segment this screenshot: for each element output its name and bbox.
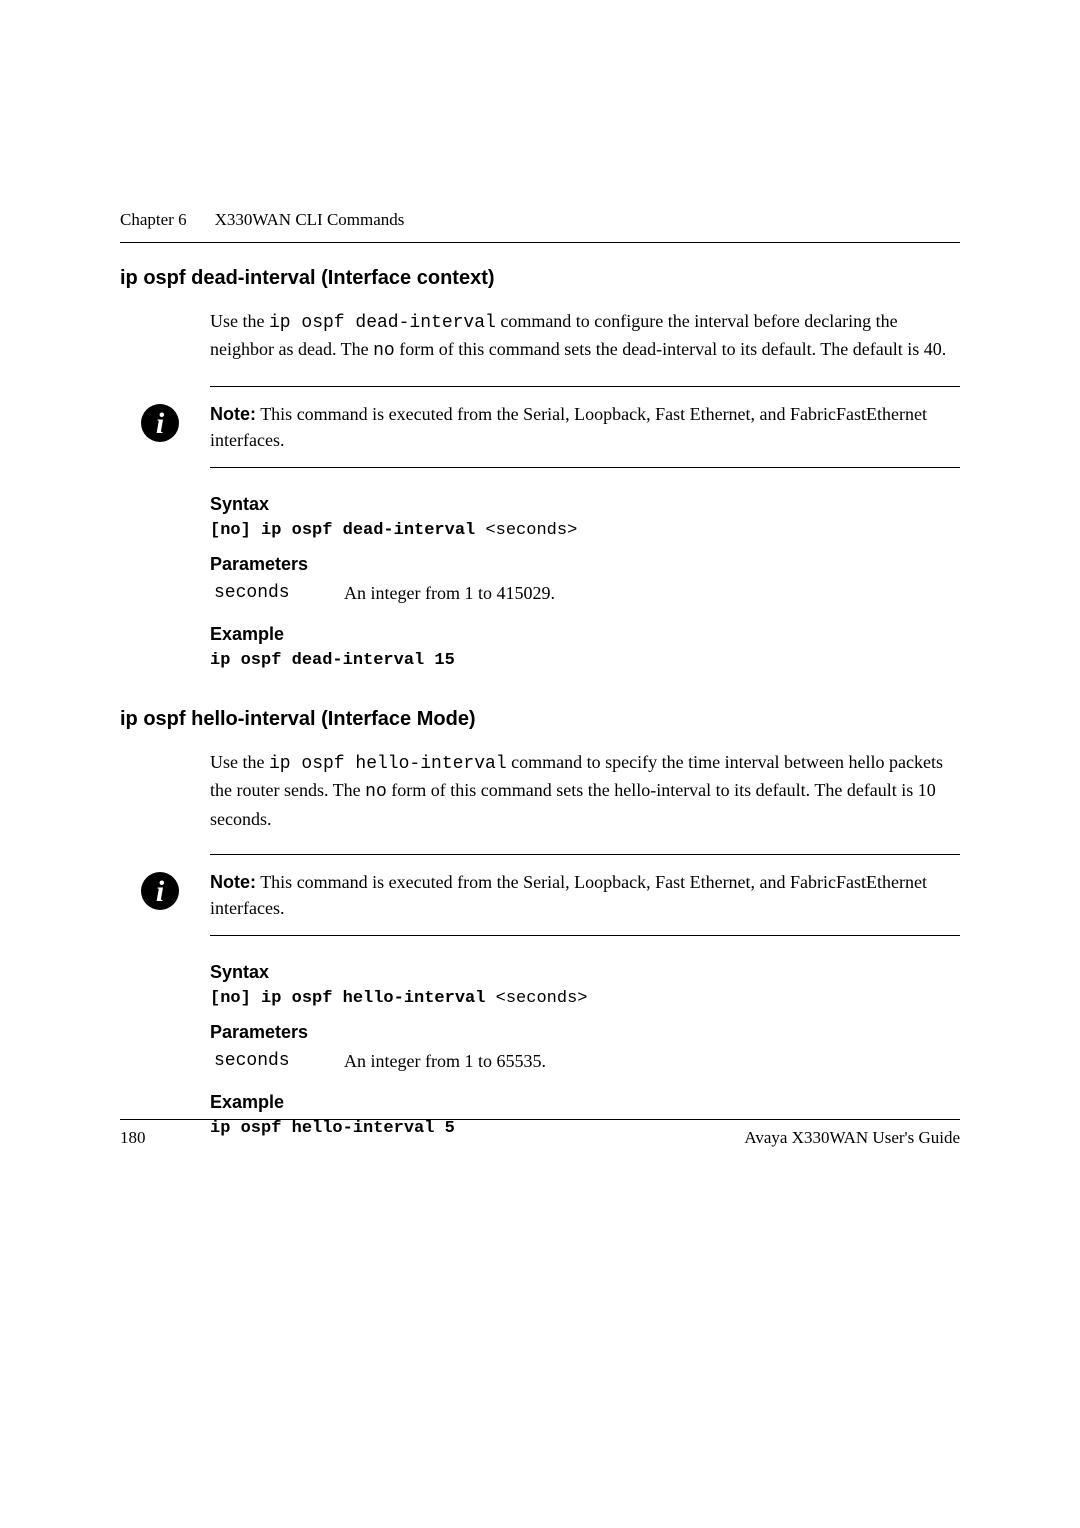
info-icon: i [140,403,180,443]
parameters-heading: Parameters [210,1022,960,1043]
info-icon: i [140,871,180,911]
note-rule-bottom [210,467,960,468]
param-description: An integer from 1 to 65535. [344,1051,546,1072]
param-name: seconds [214,583,344,604]
section-title: ip ospf hello-interval (Interface Mode) [120,708,960,731]
header-rule [120,242,960,243]
syntax-line: [no] ip ospf dead-interval <seconds> [210,521,960,540]
svg-text:i: i [156,407,165,440]
param-description: An integer from 1 to 415029. [344,583,555,604]
parameter-row: seconds An integer from 1 to 415029. [214,583,960,604]
page-number: 180 [120,1128,146,1148]
svg-text:i: i [156,875,165,908]
param-name: seconds [214,1051,344,1072]
intro-paragraph: Use the ip ospf dead-interval command to… [210,308,960,364]
example-code: ip ospf dead-interval 15 [210,651,960,670]
note-text: This command is executed from the Serial… [210,872,927,918]
syntax-heading: Syntax [210,494,960,515]
footer-rule [120,1119,960,1120]
note-text: This command is executed from the Serial… [210,404,927,450]
guide-title: Avaya X330WAN User's Guide [744,1128,960,1148]
note-label: Note: [210,872,256,892]
chapter-title: X330WAN CLI Commands [215,210,405,229]
intro-paragraph: Use the ip ospf hello-interval command t… [210,749,960,831]
note-label: Note: [210,404,256,424]
section-title: ip ospf dead-interval (Interface context… [120,267,960,290]
syntax-heading: Syntax [210,962,960,983]
parameters-heading: Parameters [210,554,960,575]
note-rule-bottom [210,935,960,936]
example-heading: Example [210,624,960,645]
chapter-label: Chapter 6 [120,210,187,229]
parameter-row: seconds An integer from 1 to 65535. [214,1051,960,1072]
note-block: i Note: This command is executed from th… [210,854,960,936]
syntax-line: [no] ip ospf hello-interval <seconds> [210,989,960,1008]
example-heading: Example [210,1092,960,1113]
page-header: Chapter 6 X330WAN CLI Commands [120,210,960,230]
page-footer: 180 Avaya X330WAN User's Guide [120,1119,960,1148]
note-block: i Note: This command is executed from th… [210,386,960,468]
